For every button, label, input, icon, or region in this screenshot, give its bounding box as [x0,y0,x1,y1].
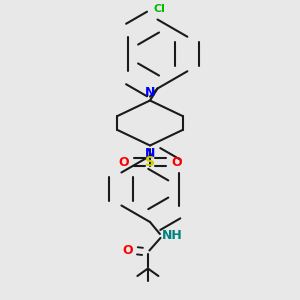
Text: N: N [145,86,155,99]
Text: Cl: Cl [153,4,165,14]
Text: S: S [145,155,155,169]
Text: O: O [171,155,181,169]
Text: O: O [122,244,133,257]
Text: NH: NH [161,229,182,242]
Text: N: N [145,147,155,160]
Text: O: O [118,155,129,169]
